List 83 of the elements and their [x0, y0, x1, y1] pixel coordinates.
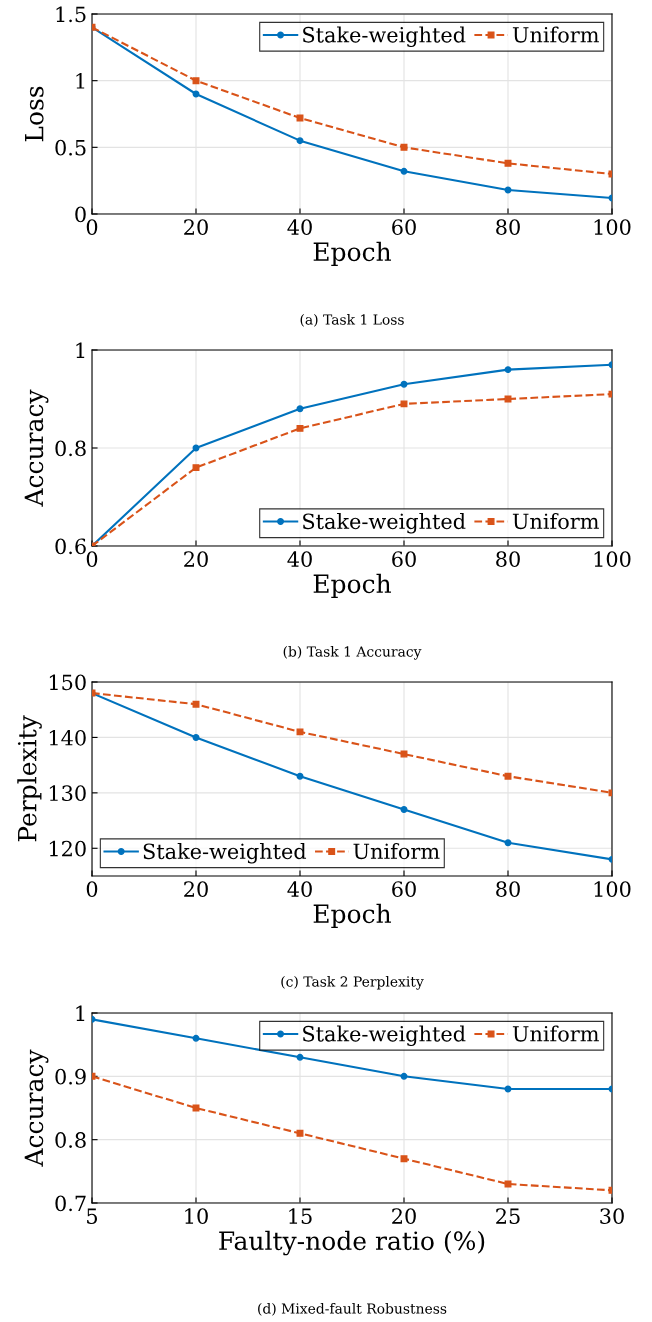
x-tick-label: 0 [86, 551, 98, 567]
legend-label: Stake-weighted [303, 513, 466, 534]
point [400, 167, 408, 175]
x-tick-label: 60 [392, 219, 416, 235]
y-axis-title: Accuracy [24, 1049, 49, 1167]
point [400, 1072, 408, 1080]
x-tick-label: 20 [184, 551, 208, 567]
x-tick-label: 20 [184, 881, 208, 897]
point [296, 772, 304, 780]
x-axis-title: Epoch [313, 573, 392, 598]
y-tick-label: 0.6 [55, 538, 86, 555]
point [400, 1155, 408, 1163]
x-tick-label: 80 [496, 881, 520, 897]
y-tick-label: 0.9 [55, 1068, 86, 1085]
x-tick-label: 30 [600, 1208, 624, 1224]
point [192, 77, 200, 85]
point [192, 733, 200, 741]
x-tick-label: 60 [392, 551, 416, 567]
y-tick-label: 0 [75, 206, 86, 223]
x-tick-label: 20 [184, 219, 208, 235]
x-tick-label: 100 [594, 219, 631, 235]
legend-label: Stake-weighted [143, 843, 307, 864]
point [192, 1034, 200, 1042]
y-tick-label: 1 [76, 1005, 85, 1021]
x-tick-label: 0 [86, 219, 98, 235]
text: (a) Task 1 Loss [300, 314, 404, 327]
point [400, 400, 408, 408]
legend-label: Uniform [512, 1025, 599, 1042]
y-tick-label: 140 [49, 729, 86, 746]
point [296, 728, 304, 736]
point [400, 806, 408, 813]
text: (b) Task 1 Accuracy [283, 646, 422, 660]
x-tick-label: 40 [287, 551, 312, 567]
y-tick-label: 0.8 [55, 1132, 86, 1148]
x-tick-label: 100 [594, 551, 631, 567]
x-tick-label: 0 [86, 881, 98, 897]
x-tick-label: 40 [287, 881, 312, 897]
x-tick-label: 100 [594, 881, 631, 897]
point [400, 143, 408, 151]
y-axis-title: Perplexity [17, 715, 42, 842]
point [296, 1053, 304, 1061]
y-tick-label: 0.7 [55, 1195, 86, 1212]
point [296, 424, 304, 432]
point [296, 137, 304, 145]
legend-label: Stake-weighted [303, 1025, 466, 1046]
text: (c) Task 2 Perplexity [281, 976, 424, 990]
y-tick-label: 1 [76, 73, 85, 89]
legend-label: Uniform [353, 843, 440, 860]
point [504, 772, 512, 780]
text: (d) Mixed-fault Robustness [258, 1303, 447, 1316]
point [296, 405, 304, 413]
y-tick-label: 120 [49, 840, 86, 857]
y-tick-label: 150 [49, 674, 86, 691]
y-tick-label: 1.5 [56, 6, 86, 23]
y-tick-label: 130 [49, 785, 86, 802]
x-tick-label: 5 [87, 1208, 98, 1224]
x-axis-title: Faulty-node ratio (%) [219, 1230, 485, 1256]
point [504, 839, 512, 847]
y-tick-label: 0.5 [55, 139, 86, 156]
x-tick-label: 80 [496, 551, 520, 567]
x-tick-label: 10 [185, 1208, 208, 1224]
point [192, 464, 200, 472]
y-tick-label: 1 [76, 342, 85, 358]
x-tick-label: 40 [287, 219, 312, 235]
point [400, 750, 408, 758]
point [400, 380, 408, 388]
y-tick-label: 0.8 [55, 440, 86, 457]
x-tick-label: 60 [392, 881, 416, 897]
x-tick-label: 20 [392, 1208, 416, 1224]
legend-label: Uniform [512, 26, 599, 43]
x-axis-title: Epoch [313, 241, 392, 266]
point [192, 700, 200, 708]
x-axis-title: Epoch [313, 903, 392, 928]
legend-label: Uniform [512, 513, 599, 530]
x-tick-label: 15 [289, 1208, 312, 1224]
point [504, 366, 512, 374]
point [296, 1129, 304, 1137]
y-axis-title: Loss [25, 86, 44, 142]
x-tick-label: 25 [496, 1208, 520, 1224]
legend-label: Stake-weighted [303, 26, 466, 47]
y-axis-title: Accuracy [24, 389, 49, 507]
point [504, 159, 512, 167]
x-tick-label: 80 [496, 219, 520, 235]
